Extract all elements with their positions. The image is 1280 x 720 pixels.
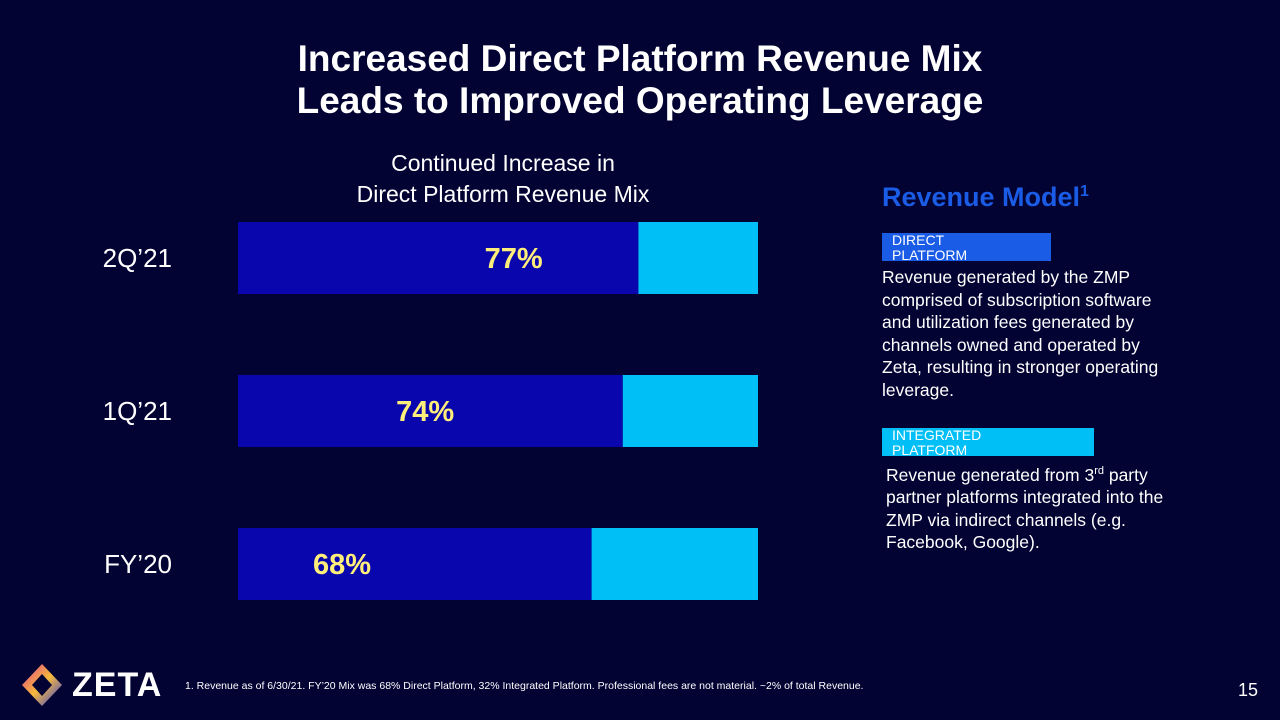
integrated-desc-sup: rd (1094, 465, 1104, 477)
data-label: 68% (313, 549, 371, 581)
zeta-logo: ZETA (20, 662, 162, 708)
data-label: 77% (485, 243, 543, 275)
category-label: 2Q’21 (103, 243, 172, 273)
page-number: 15 (1238, 680, 1259, 700)
footnote-marker: 1 (1080, 183, 1089, 200)
bar-integrated-1 (622, 375, 758, 447)
slide-title-line1: Increased Direct Platform Revenue Mix (297, 38, 983, 79)
direct-platform-description: Revenue generated by the ZMP comprised o… (882, 267, 1159, 400)
legend-swatch-integrated-platform: INTEGRATED PLATFORM (882, 427, 1094, 458)
slide-title: Increased Direct Platform Revenue Mix Le… (0, 38, 1280, 122)
zeta-diamond-icon (22, 664, 62, 706)
legend-label-direct-line2: PLATFORM (892, 247, 968, 263)
bar-integrated-0 (638, 222, 758, 294)
revenue-model-title: Revenue Model1 (882, 182, 1089, 213)
integrated-desc-post: party partner platforms integrated into … (886, 464, 1164, 553)
legend-label-direct-line1: DIRECT (892, 232, 945, 248)
bar-direct-0 (238, 222, 639, 294)
slide-title-line2: Leads to Improved Operating Leverage (296, 80, 984, 121)
data-label: 74% (396, 396, 454, 428)
bar-integrated-2 (591, 528, 758, 600)
logo-text: ZETA (72, 665, 163, 704)
integrated-desc-pre: Revenue generated from 3 (886, 464, 1095, 485)
legend-swatch-direct-platform: DIRECT PLATFORM (882, 232, 1051, 263)
legend-label-integrated-line2: PLATFORM (892, 442, 968, 458)
category-label: 1Q’21 (103, 396, 172, 426)
legend-label-integrated-line1: INTEGRATED (892, 427, 982, 443)
chart-title-line2: Direct Platform Revenue Mix (356, 181, 650, 207)
integrated-platform-description: Revenue generated from 3rd party partner… (886, 460, 1186, 554)
revenue-model-title-text: Revenue Model (882, 182, 1081, 212)
chart-title: Continued Increase in Direct Platform Re… (300, 148, 706, 210)
category-label: FY’20 (104, 549, 172, 579)
chart-title-line1: Continued Increase in (391, 150, 615, 176)
footnote: 1. Revenue as of 6/30/21. FY’20 Mix was … (185, 680, 864, 692)
bar-direct-2 (238, 528, 592, 600)
bar-direct-1 (238, 375, 623, 447)
